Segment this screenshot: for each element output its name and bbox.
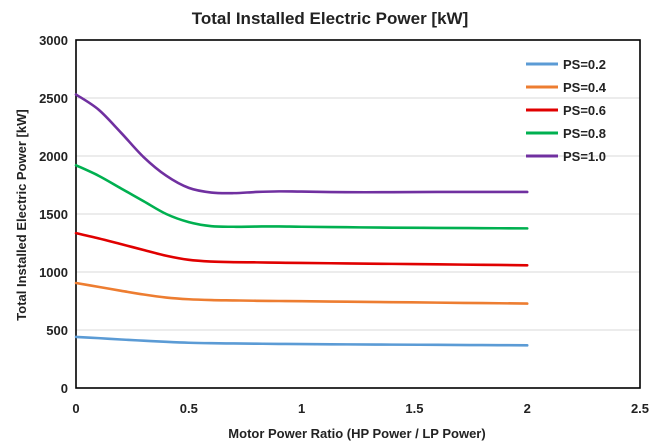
x-tick-label: 1 bbox=[298, 401, 305, 416]
y-tick-label: 1500 bbox=[39, 207, 68, 222]
legend-label: PS=0.4 bbox=[563, 80, 607, 95]
legend-label: PS=0.2 bbox=[563, 57, 606, 72]
y-tick-label: 1000 bbox=[39, 265, 68, 280]
x-axis-label: Motor Power Ratio (HP Power / LP Power) bbox=[228, 426, 485, 441]
y-tick-label: 3000 bbox=[39, 33, 68, 48]
y-axis-label: Total Installed Electric Power [kW] bbox=[14, 109, 29, 320]
x-tick-label: 2.5 bbox=[631, 401, 649, 416]
series-layer bbox=[74, 93, 529, 347]
axis-layer: 0 500 1000 1500 2000 2500 3000 0 0.5 1 1.5 2 2.5 bbox=[39, 33, 649, 416]
x-tick-label: 0 bbox=[72, 401, 79, 416]
y-tick-label: 0 bbox=[61, 381, 68, 396]
legend-label: PS=1.0 bbox=[563, 149, 606, 164]
legend-label: PS=0.8 bbox=[563, 126, 606, 141]
legend-label: PS=0.6 bbox=[563, 103, 606, 118]
series-line-ps-0-8 bbox=[74, 163, 529, 230]
y-tick-label: 2500 bbox=[39, 91, 68, 106]
chart-title: Total Installed Electric Power [kW] bbox=[192, 9, 468, 28]
series-line-ps-0-2 bbox=[74, 335, 529, 347]
series-line-ps-0-6 bbox=[74, 231, 529, 267]
x-tick-label: 0.5 bbox=[180, 401, 198, 416]
series-line-ps-1-0 bbox=[74, 93, 529, 195]
x-tick-label: 1.5 bbox=[405, 401, 423, 416]
y-tick-label: 500 bbox=[46, 323, 68, 338]
series-line-ps-0-4 bbox=[74, 281, 529, 305]
legend: PS=0.2 PS=0.4 PS=0.6 PS=0.8 PS=1.0 bbox=[526, 57, 607, 164]
y-tick-label: 2000 bbox=[39, 149, 68, 164]
x-tick-label: 2 bbox=[524, 401, 531, 416]
plot-frame bbox=[75, 39, 641, 389]
